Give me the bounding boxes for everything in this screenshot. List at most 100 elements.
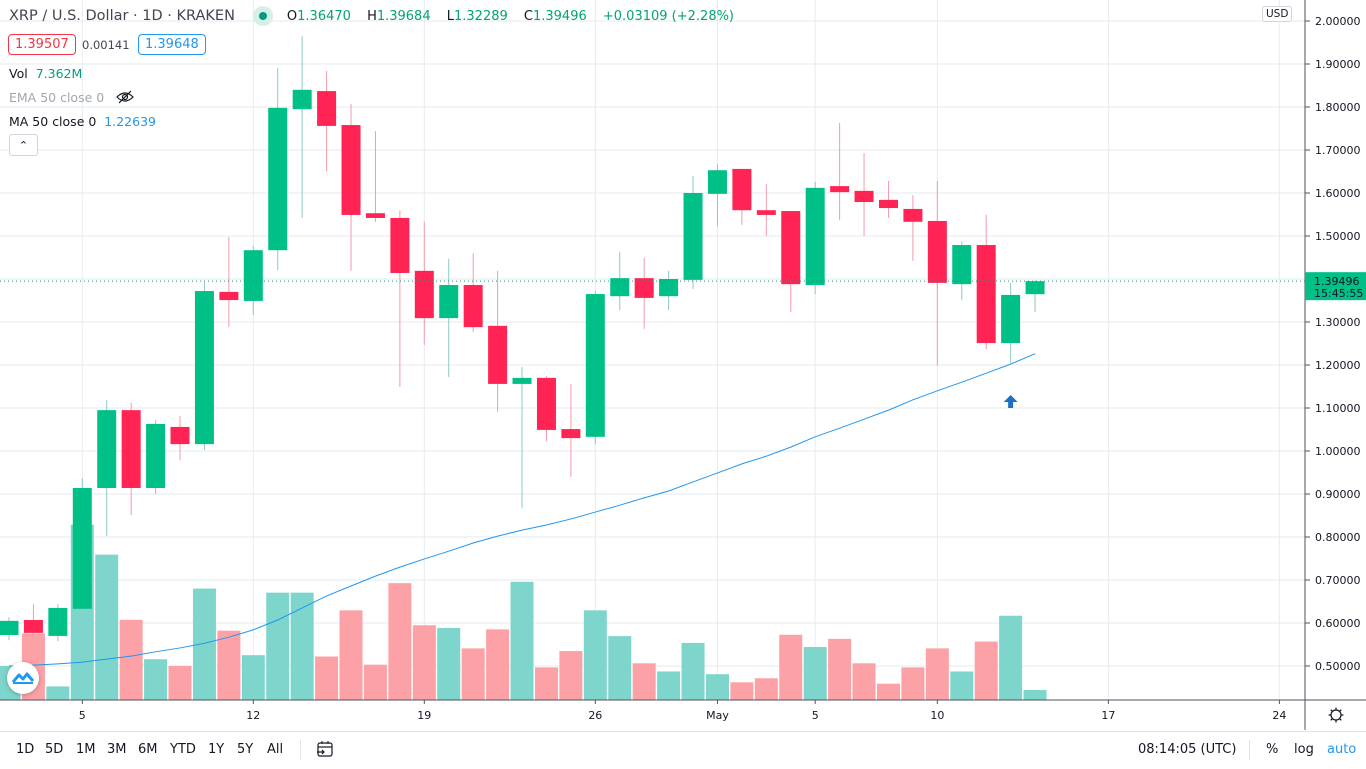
last-price-badge (1305, 272, 1366, 301)
candle-body[interactable] (48, 607, 68, 636)
open-label: O (286, 8, 298, 24)
candle-body[interactable] (512, 377, 532, 384)
candle-body[interactable] (756, 210, 776, 215)
candle-body[interactable] (878, 199, 898, 209)
candle-body[interactable] (952, 245, 972, 285)
candle-body[interactable] (243, 250, 263, 301)
auto-scale-toggle[interactable]: auto (1327, 742, 1357, 757)
candle-body[interactable] (194, 291, 214, 445)
candle-body[interactable] (683, 193, 703, 280)
candle-body[interactable] (170, 426, 190, 445)
candle-body[interactable] (585, 294, 605, 437)
ma-50-line (8, 353, 1036, 667)
candle-body[interactable] (0, 620, 19, 636)
candle-body[interactable] (23, 619, 43, 633)
collapse-legend-button[interactable]: ⌃ (9, 134, 38, 156)
bar-countdown-label: 15:45:55 (1314, 287, 1363, 300)
candle-body[interactable] (390, 217, 410, 273)
candle-body[interactable] (781, 211, 801, 285)
candle-body[interactable] (121, 410, 141, 488)
chevron-up-icon: ⌃ (18, 138, 29, 152)
low-value: 1.32289 (454, 8, 508, 24)
candle-body[interactable] (1025, 281, 1045, 295)
symbol-title[interactable]: XRP / U.S. Dollar · 1D · KRAKEN (9, 8, 235, 24)
eye-hidden-icon[interactable] (116, 90, 135, 107)
volume-bar (95, 554, 119, 700)
range-button-ytd[interactable]: YTD (170, 742, 196, 757)
volume-bar (217, 630, 241, 700)
candle-body[interactable] (488, 325, 508, 384)
volume-bar (608, 636, 632, 700)
candle-body[interactable] (732, 168, 752, 211)
time-tick-label: 26 (588, 709, 602, 722)
range-button-1m[interactable]: 1M (76, 742, 96, 757)
volume-bar (486, 629, 510, 700)
ema-label: EMA 50 close 0 (9, 90, 105, 105)
volume-bar (437, 627, 461, 700)
range-button-3m[interactable]: 3M (107, 742, 127, 757)
volume-bar (144, 659, 168, 700)
last-price-label: 1.39496 (1314, 275, 1360, 288)
price-tick-label: 0.60000 (1315, 617, 1361, 630)
ema-indicator-legend[interactable]: EMA 50 close 0 (9, 90, 135, 107)
candle-body[interactable] (268, 107, 288, 251)
currency-button[interactable]: USD (1262, 6, 1293, 22)
range-button-1y[interactable]: 1Y (208, 742, 225, 757)
buy-price-button[interactable]: 1.39648 (138, 34, 206, 55)
candle-body[interactable] (707, 170, 727, 194)
go-to-date-icon[interactable] (316, 740, 334, 762)
sell-price-button[interactable]: 1.39507 (8, 34, 76, 55)
range-button-1d[interactable]: 1D (16, 742, 35, 757)
volume-bar (901, 667, 925, 700)
tradingview-logo[interactable] (7, 662, 39, 694)
arrow-up-marker-icon[interactable] (1003, 395, 1018, 408)
clock-timezone[interactable]: 08:14:05 (UTC) (1138, 742, 1237, 757)
time-tick-label: 24 (1272, 709, 1286, 722)
ma-value: 1.22639 (104, 114, 156, 129)
price-tick-label: 1.50000 (1315, 230, 1361, 243)
candle-body[interactable] (830, 186, 850, 193)
range-button-6m[interactable]: 6M (138, 742, 158, 757)
candle-body[interactable] (439, 285, 459, 319)
market-status-icon[interactable] (252, 6, 273, 26)
percent-scale-toggle[interactable]: % (1266, 742, 1279, 757)
range-button-5y[interactable]: 5Y (237, 742, 254, 757)
time-tick-label: May (706, 709, 729, 722)
price-tick-label: 0.50000 (1315, 660, 1361, 673)
candle-body[interactable] (634, 278, 654, 298)
candle-body[interactable] (72, 487, 92, 609)
candle-body[interactable] (463, 285, 483, 328)
candle-body[interactable] (805, 187, 825, 286)
candle-body[interactable] (976, 245, 996, 344)
candle-body[interactable] (610, 278, 630, 297)
volume-indicator-legend[interactable]: Vol 7.362M (9, 66, 82, 81)
ma-indicator-legend[interactable]: MA 50 close 0 1.22639 (9, 114, 156, 129)
candle-body[interactable] (341, 125, 361, 215)
volume-bar (266, 592, 290, 700)
high-value: 1.39684 (376, 8, 431, 24)
high-label: H (367, 8, 377, 24)
volume-bar (925, 648, 949, 700)
range-button-5d[interactable]: 5D (45, 742, 64, 757)
candle-body[interactable] (561, 429, 581, 439)
candle-body[interactable] (659, 279, 679, 297)
candle-body[interactable] (317, 91, 337, 126)
log-scale-toggle[interactable]: log (1294, 742, 1314, 757)
candle-body[interactable] (365, 213, 385, 218)
candle-body[interactable] (927, 220, 947, 283)
candle-body[interactable] (1001, 294, 1021, 344)
candle-body[interactable] (219, 291, 239, 301)
candle-body[interactable] (903, 208, 923, 222)
volume-bar (559, 651, 583, 700)
candle-body[interactable] (854, 190, 874, 203)
settings-icon[interactable] (1328, 707, 1344, 723)
candle-body[interactable] (146, 423, 166, 488)
candle-body[interactable] (292, 89, 312, 110)
range-button-all[interactable]: All (267, 742, 284, 757)
candle-body[interactable] (536, 377, 556, 430)
price-chart[interactable]: 2.00000 1.90000 1.80000 1.70000 1.60000 1.500… (0, 0, 1366, 730)
candle-body[interactable] (97, 410, 117, 488)
volume-bar (730, 682, 754, 700)
volume-bar (241, 655, 265, 700)
candle-body[interactable] (414, 270, 434, 319)
